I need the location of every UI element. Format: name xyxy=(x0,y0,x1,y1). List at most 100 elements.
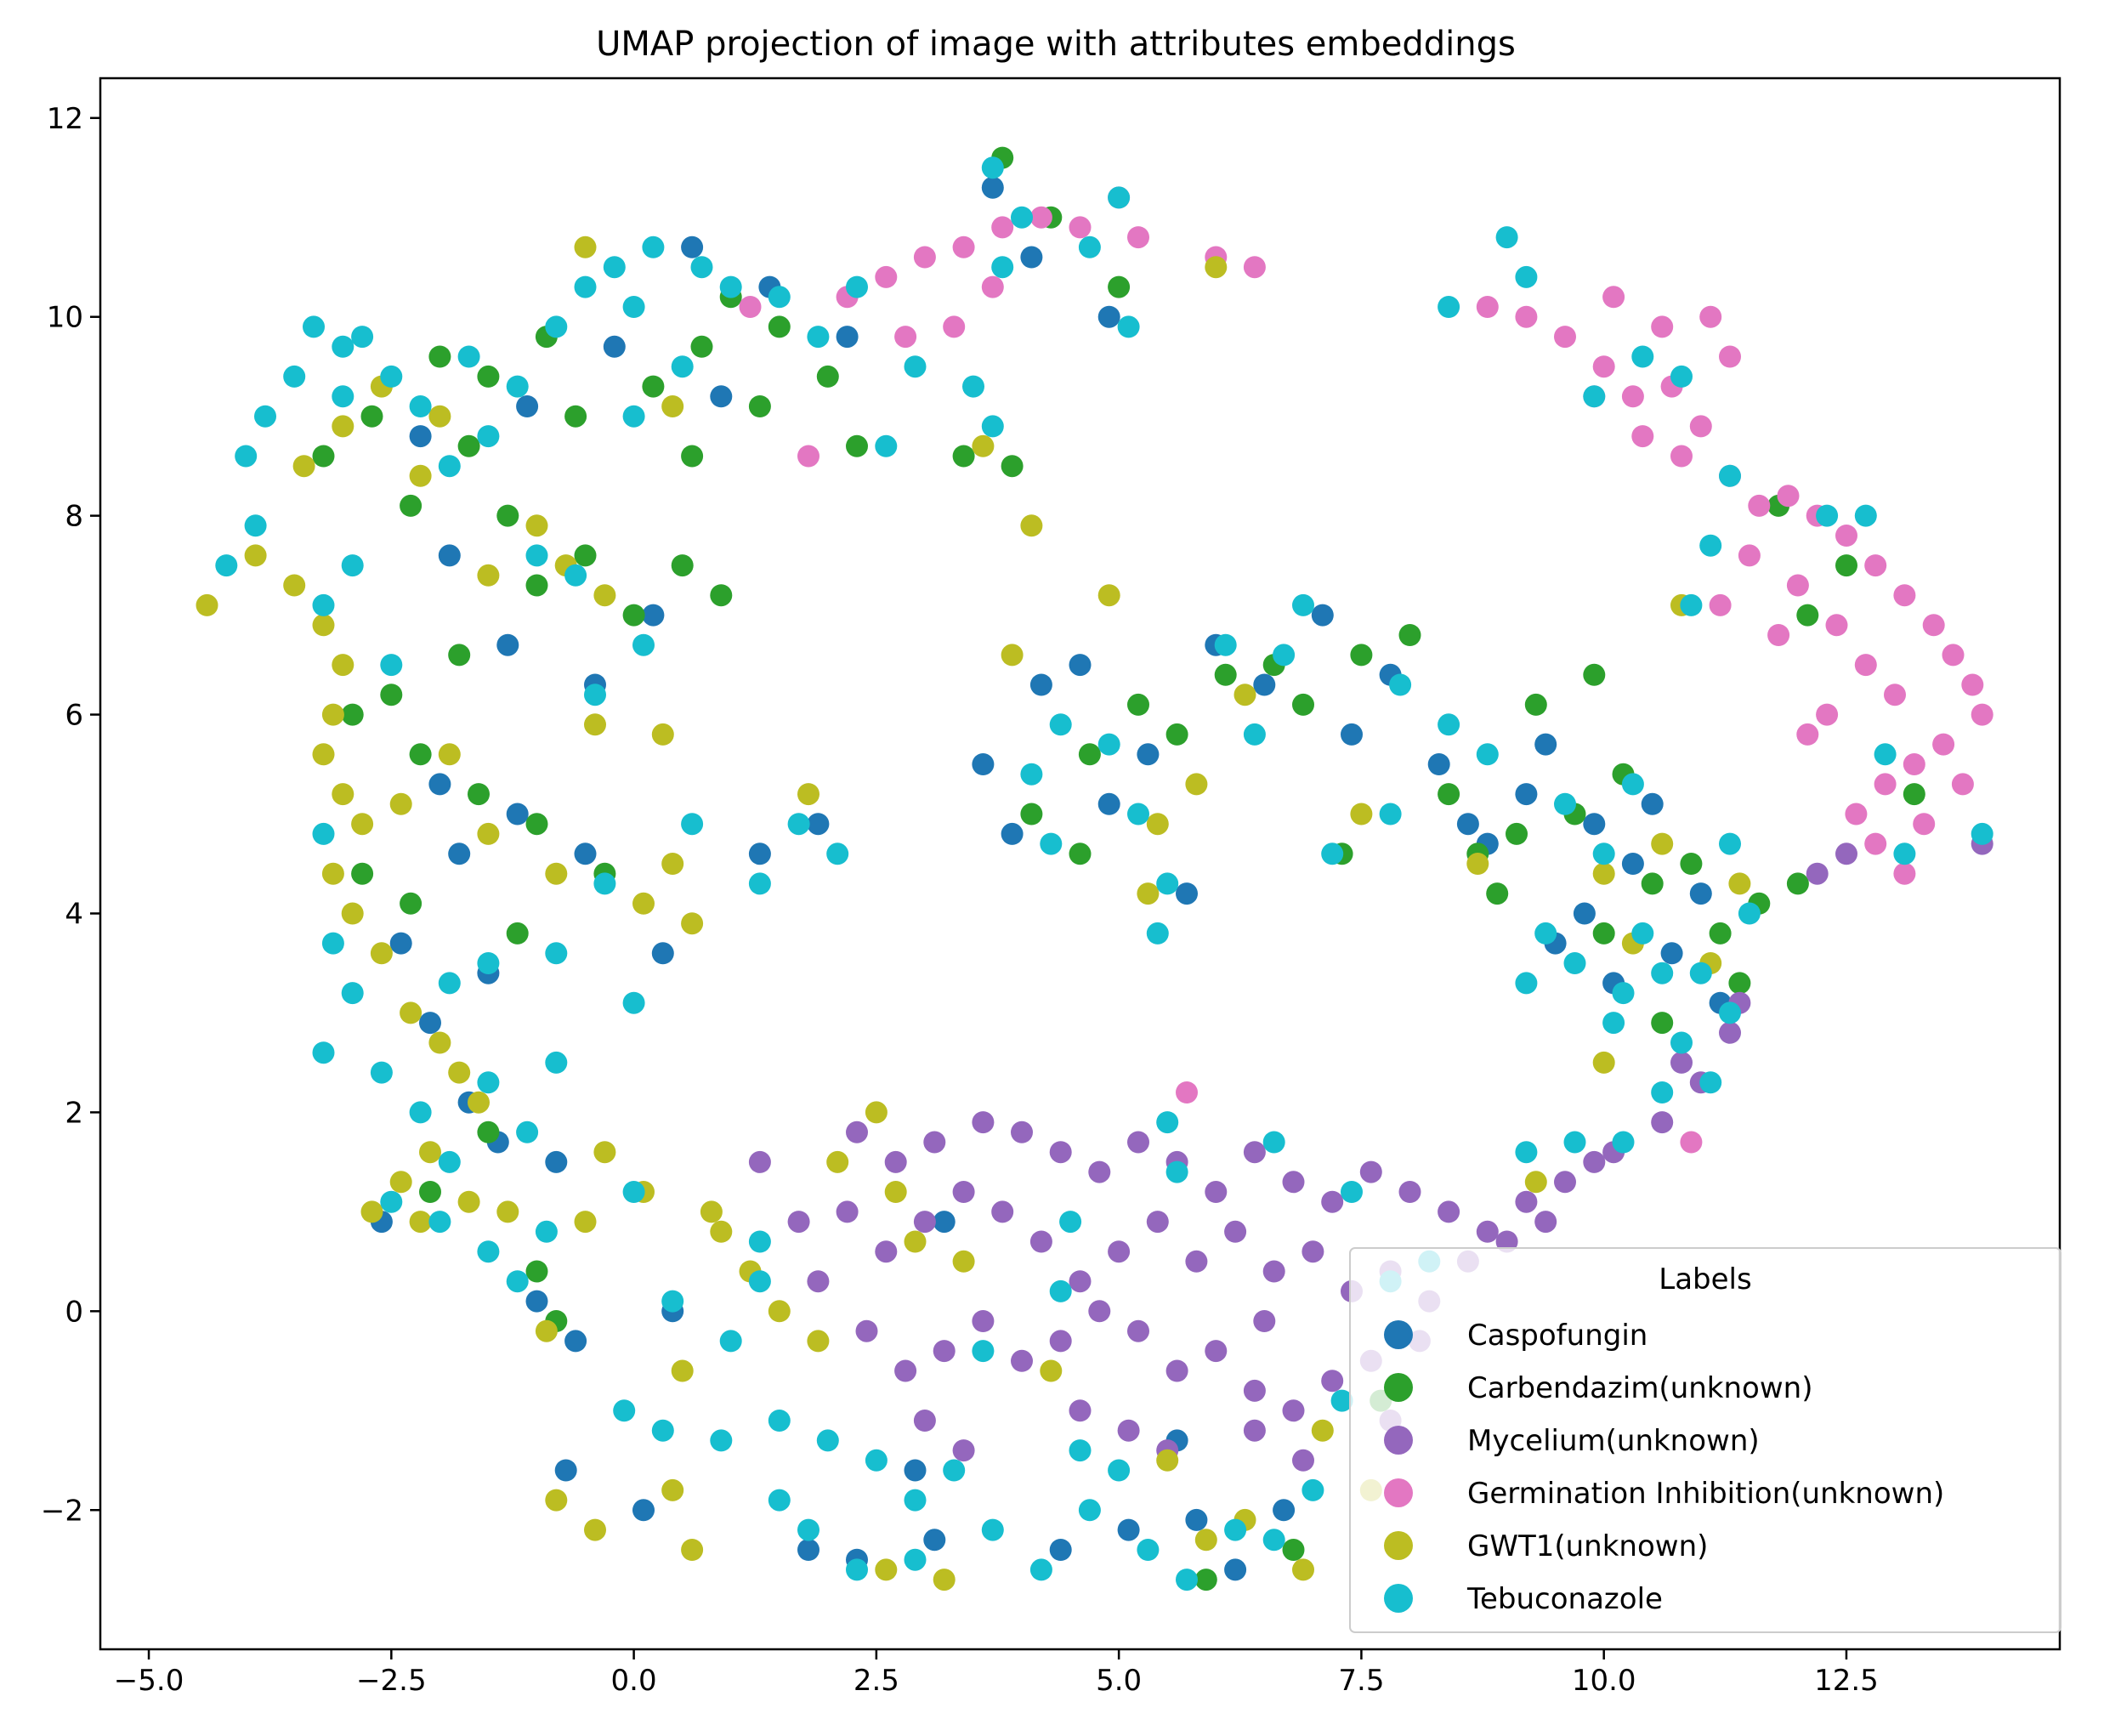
point-5-123 xyxy=(1738,902,1761,925)
point-5-153 xyxy=(332,385,354,408)
point-5-113 xyxy=(1612,982,1635,1005)
point-5-132 xyxy=(1515,265,1538,288)
point-5-2 xyxy=(351,326,374,349)
point-4-53 xyxy=(584,1518,606,1541)
point-5-0 xyxy=(303,315,325,338)
point-2-54 xyxy=(1243,1379,1266,1402)
point-5-148 xyxy=(1262,1131,1285,1154)
point-2-73 xyxy=(1835,842,1857,865)
point-1-57 xyxy=(1583,663,1606,686)
point-5-147 xyxy=(1341,1181,1363,1203)
plot-frame xyxy=(99,77,2061,1651)
point-5-91 xyxy=(962,375,984,398)
point-5-136 xyxy=(1670,365,1693,388)
point-4-20 xyxy=(457,1190,480,1213)
point-0-4 xyxy=(642,604,665,627)
point-5-92 xyxy=(904,355,927,378)
point-5-90 xyxy=(991,256,1014,279)
point-5-75 xyxy=(1224,1518,1247,1541)
point-1-66 xyxy=(1194,1569,1217,1591)
legend-label-4: GWT1(unknown) xyxy=(1467,1529,1708,1563)
point-5-149 xyxy=(1059,1211,1082,1234)
point-2-43 xyxy=(1534,1211,1557,1234)
point-4-36 xyxy=(681,912,704,935)
point-2-15 xyxy=(1438,1200,1460,1223)
point-4-41 xyxy=(574,1211,597,1234)
point-3-46 xyxy=(1884,684,1906,706)
point-5-141 xyxy=(1379,803,1402,825)
point-5-109 xyxy=(1554,792,1576,815)
point-4-27 xyxy=(525,514,548,537)
point-4-5 xyxy=(321,703,344,726)
point-0-13 xyxy=(545,1150,568,1173)
point-5-139 xyxy=(1893,842,1916,865)
y-tick-label-4: 6 xyxy=(65,699,83,733)
x-tick-label-1: −2.5 xyxy=(356,1664,427,1698)
point-3-51 xyxy=(1651,315,1674,338)
point-0-35 xyxy=(1137,743,1160,766)
point-0-68 xyxy=(1534,733,1557,756)
point-3-39 xyxy=(1913,813,1936,836)
point-0-69 xyxy=(933,1211,956,1234)
y-tick-label-2: 2 xyxy=(65,1096,83,1130)
point-1-35 xyxy=(1020,803,1043,825)
point-4-43 xyxy=(700,1200,723,1223)
point-0-5 xyxy=(428,773,451,796)
x-tick-label-3: 2.5 xyxy=(854,1664,899,1698)
point-0-41 xyxy=(1456,813,1479,836)
point-3-21 xyxy=(1689,415,1712,438)
point-0-62 xyxy=(389,932,412,955)
point-5-96 xyxy=(1040,832,1063,855)
point-3-33 xyxy=(1932,733,1955,756)
point-5-135 xyxy=(1631,345,1654,368)
point-5-131 xyxy=(1495,226,1518,249)
point-5-74 xyxy=(1176,1569,1198,1591)
point-2-50 xyxy=(1088,1300,1111,1323)
point-3-13 xyxy=(1243,256,1266,279)
point-3-28 xyxy=(1893,584,1916,607)
point-5-73 xyxy=(1137,1539,1160,1561)
legend-label-3: Germination Inhibition(unknown) xyxy=(1467,1477,1944,1511)
point-4-88 xyxy=(428,405,451,428)
point-4-32 xyxy=(477,822,500,845)
point-5-70 xyxy=(981,1518,1004,1541)
point-5-55 xyxy=(661,1290,684,1313)
legend: Labels Caspofungin Carbendazim(unknown) Myc… xyxy=(1349,1247,2061,1633)
point-4-67 xyxy=(1097,584,1120,607)
point-3-45 xyxy=(1854,654,1877,677)
point-1-52 xyxy=(1709,922,1732,945)
legend-label-2: Mycelium(unknown) xyxy=(1467,1424,1760,1458)
point-4-63 xyxy=(1311,1419,1334,1442)
point-5-154 xyxy=(622,296,645,318)
point-3-19 xyxy=(1621,385,1644,408)
point-5-119 xyxy=(1602,1012,1625,1035)
point-5-72 xyxy=(1078,1499,1101,1522)
point-1-21 xyxy=(690,335,713,358)
point-5-81 xyxy=(1049,1279,1072,1302)
point-0-52 xyxy=(836,326,859,349)
point-1-26 xyxy=(748,395,771,417)
point-3-56 xyxy=(1796,723,1819,746)
point-5-77 xyxy=(1302,1478,1324,1501)
point-5-58 xyxy=(613,1399,636,1422)
point-0-40 xyxy=(1427,753,1450,775)
point-0-57 xyxy=(603,335,626,358)
point-5-51 xyxy=(787,813,810,836)
point-2-36 xyxy=(1262,1260,1285,1283)
point-5-146 xyxy=(1563,1131,1586,1154)
point-4-84 xyxy=(661,395,684,417)
point-5-130 xyxy=(1680,593,1703,616)
point-0-60 xyxy=(807,813,830,836)
point-5-50 xyxy=(748,872,771,895)
legend-marker-5 xyxy=(1384,1584,1413,1613)
point-2-28 xyxy=(952,1181,975,1203)
point-2-45 xyxy=(894,1359,917,1382)
point-5-37 xyxy=(409,1101,432,1124)
point-2-2 xyxy=(923,1131,946,1154)
point-0-36 xyxy=(1176,882,1198,905)
point-5-120 xyxy=(1699,1071,1722,1094)
point-4-3 xyxy=(312,614,335,637)
point-5-28 xyxy=(807,326,830,349)
legend-title: Labels xyxy=(1659,1262,1751,1296)
point-1-2 xyxy=(400,494,423,517)
